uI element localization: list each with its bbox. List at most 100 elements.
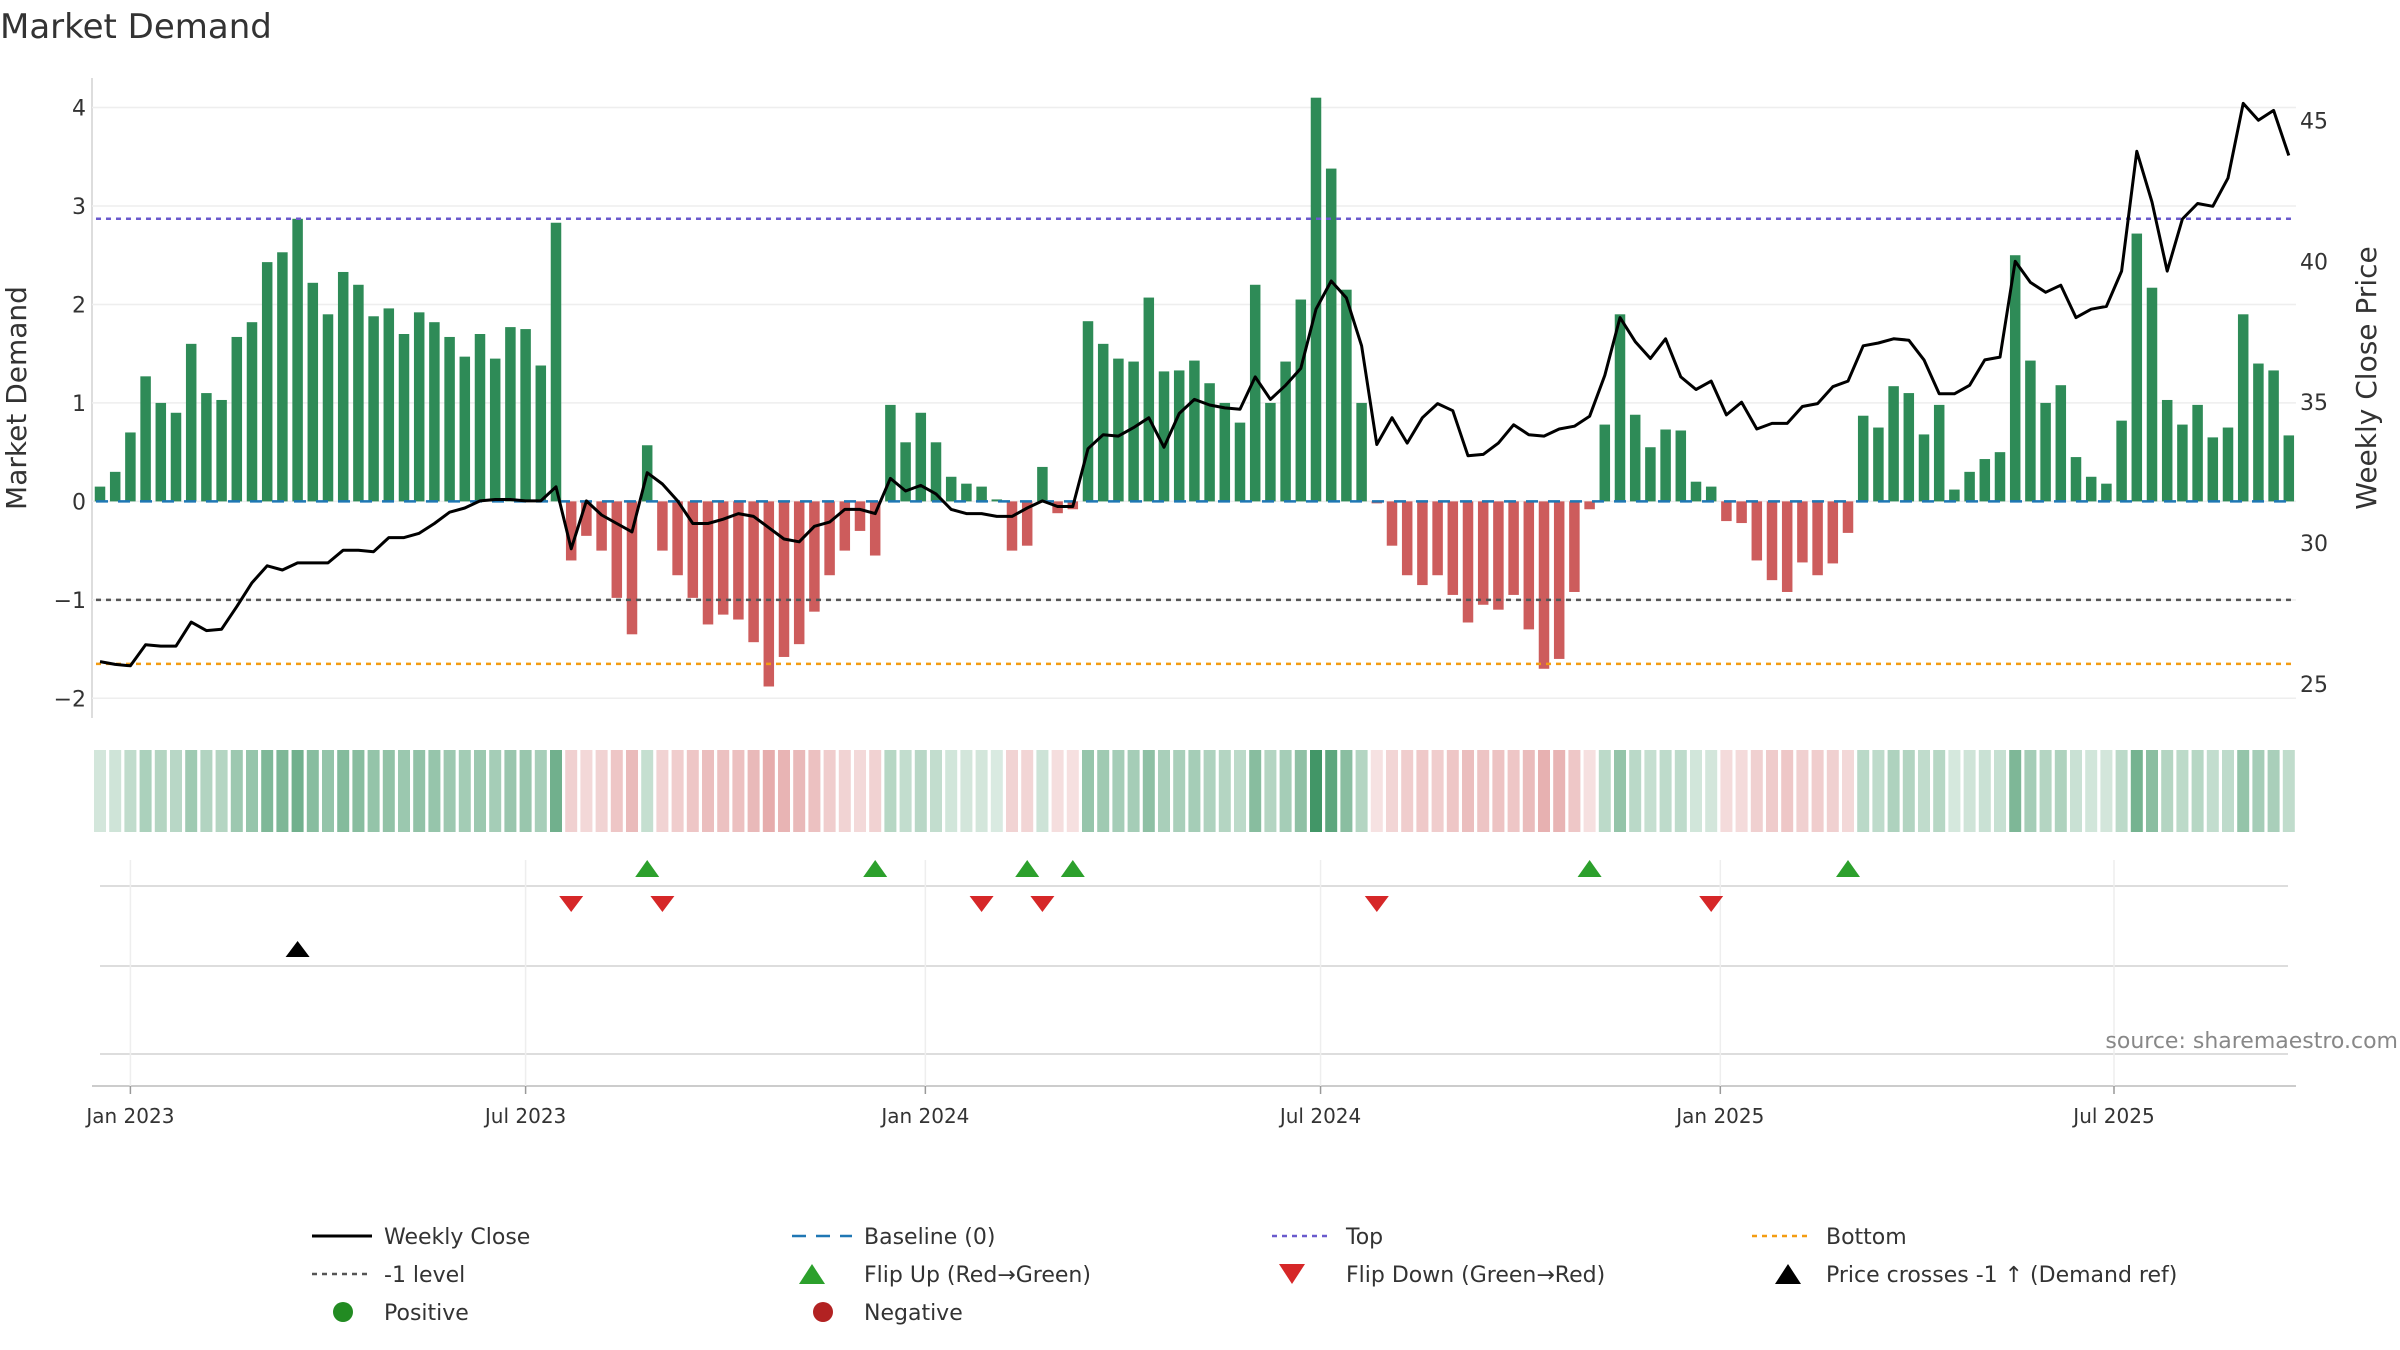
demand-bar	[1857, 415, 1869, 502]
x-gridlines	[129, 860, 2115, 1086]
demand-bar	[2025, 360, 2036, 502]
demand-bar	[1736, 501, 1747, 524]
demand-bar	[2009, 255, 2021, 502]
flip-up-marker	[1015, 860, 1040, 877]
demand-bar	[1538, 501, 1550, 669]
y-tick-label: −1	[54, 589, 86, 614]
y2-tick-label: 35	[2300, 391, 2328, 416]
demand-bar	[915, 412, 927, 502]
flip-up-triangle-icon	[799, 1264, 825, 1284]
heat-cell	[367, 750, 380, 832]
heat-cell	[1173, 750, 1186, 832]
demand-bar	[1933, 404, 1945, 502]
demand-bar	[94, 486, 106, 502]
signal-panels	[92, 860, 2296, 1087]
heat-cell	[1568, 750, 1581, 832]
heat-cell	[823, 750, 836, 832]
demand-bar	[444, 336, 455, 502]
demand-bar	[1797, 501, 1808, 563]
heat-cell	[1370, 750, 1383, 832]
demand-bar	[900, 442, 911, 502]
heat-cell	[489, 750, 502, 832]
heat-cell	[2009, 750, 2022, 832]
heat-cell	[109, 750, 122, 832]
y2-tick-label: 40	[2300, 250, 2328, 275]
heat-cell	[914, 750, 927, 832]
heat-cell	[2070, 750, 2082, 832]
heat-cell	[1553, 750, 1566, 832]
demand-bar	[505, 327, 516, 502]
demand-bar	[1113, 358, 1124, 502]
demand-bar	[1994, 452, 2006, 502]
heat-cell	[1416, 750, 1429, 832]
demand-bar	[216, 399, 227, 502]
demand-bar	[520, 329, 531, 502]
heat-cell	[519, 750, 532, 832]
heat-cell	[1249, 750, 1262, 832]
demand-bar	[1447, 501, 1459, 595]
heat-cell	[1963, 750, 1976, 832]
heat-cell	[185, 750, 198, 832]
heat-cell	[1462, 750, 1474, 832]
heat-cell	[94, 750, 106, 832]
heat-cell	[610, 750, 623, 832]
heat-cell	[960, 750, 973, 832]
demand-bar	[277, 252, 288, 502]
demand-bar	[1295, 299, 1307, 502]
heat-cell	[1872, 750, 1885, 832]
demand-bar	[1629, 414, 1641, 502]
heat-cell	[1188, 750, 1201, 832]
demand-bar	[733, 501, 744, 620]
demand-bar	[763, 501, 775, 687]
heat-cell	[595, 750, 608, 832]
heat-cell	[641, 750, 654, 832]
heat-cell	[717, 750, 730, 832]
heat-cell	[550, 750, 562, 832]
heat-cell	[1781, 750, 1794, 832]
heat-cell	[2100, 750, 2113, 832]
demand-bar	[398, 334, 410, 502]
heat-cell	[154, 750, 167, 832]
y-tick-label: 3	[72, 195, 86, 220]
source-label: source: sharemaestro.com	[2105, 1029, 2398, 1054]
heat-cell	[702, 750, 714, 832]
demand-bar	[945, 476, 957, 502]
demand-bar	[1219, 402, 1231, 502]
demand-bar	[626, 501, 638, 635]
heat-cell	[413, 750, 426, 832]
heat-cell	[869, 750, 882, 832]
demand-bar	[1569, 501, 1580, 592]
demand-bar	[2161, 399, 2173, 502]
heat-cell	[1082, 750, 1094, 832]
heat-cell	[291, 750, 304, 832]
heat-cell	[215, 750, 228, 832]
heat-cell	[2206, 750, 2219, 832]
demand-bar	[1097, 343, 1109, 502]
heat-cell	[2146, 750, 2158, 832]
flip-up-marker	[635, 860, 660, 877]
heat-cell	[2176, 750, 2189, 832]
legend-label: -1 level	[384, 1263, 465, 1288]
flip-up-marker	[1060, 860, 1085, 877]
x-tick-label: Jan 2025	[1674, 1104, 1764, 1128]
heat-cell	[899, 750, 912, 832]
heat-cell	[580, 750, 593, 832]
demand-bar	[474, 334, 486, 502]
heat-cell	[1401, 750, 1414, 832]
flip-down-marker	[559, 896, 584, 912]
heat-cell	[1674, 750, 1687, 832]
demand-bar	[2101, 483, 2112, 502]
heat-cell	[1583, 750, 1596, 832]
demand-bar	[307, 282, 319, 502]
demand-bar	[1006, 501, 1018, 551]
heat-cell	[747, 750, 760, 832]
heat-cell	[1994, 750, 2006, 832]
legend-item-negative: Negative	[813, 1301, 963, 1326]
heat-cell	[990, 750, 1003, 832]
demand-bar	[869, 501, 881, 556]
demand-bar	[1082, 321, 1094, 502]
heat-cell	[1522, 750, 1535, 832]
heat-cell	[1978, 750, 1991, 832]
reference-lines	[96, 217, 2296, 666]
y-tick-label: 0	[72, 490, 86, 515]
